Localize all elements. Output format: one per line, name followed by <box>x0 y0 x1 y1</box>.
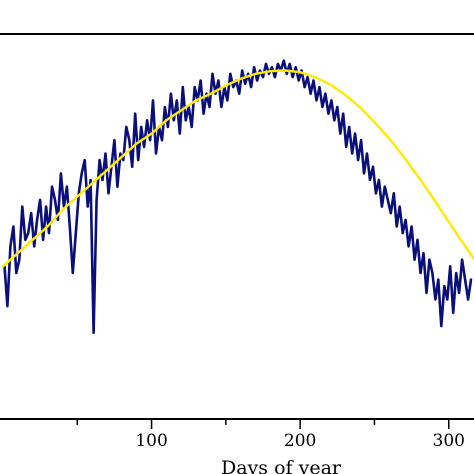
x-tick-label: 100 <box>135 431 167 451</box>
x-tick-label: 300 <box>433 431 465 451</box>
x-axis-label: Days of year <box>221 457 342 474</box>
series-layer <box>1 59 474 334</box>
observed-series-line <box>3 59 473 334</box>
fitted-series-line <box>1 69 474 268</box>
x-major-ticks <box>150 419 450 429</box>
x-minor-ticks <box>76 419 376 425</box>
x-tick-labels: 100 200 300 <box>135 431 465 451</box>
x-tick-label: 200 <box>284 431 316 451</box>
